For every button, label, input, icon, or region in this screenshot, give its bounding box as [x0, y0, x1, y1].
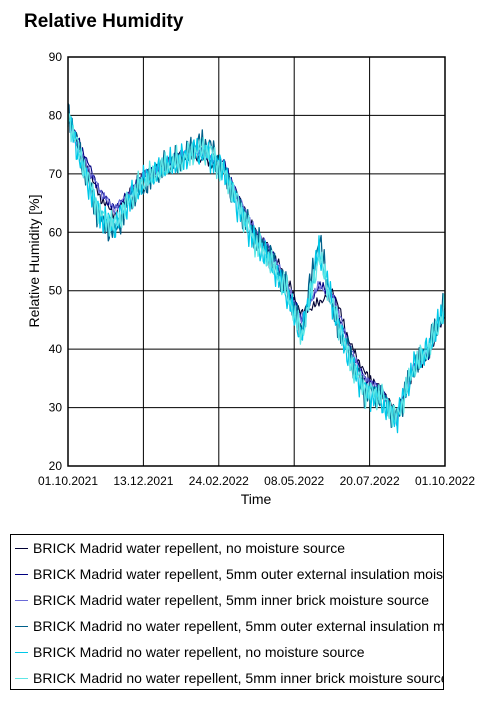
y-tick-label: 90	[49, 50, 63, 64]
legend-swatch	[15, 626, 28, 627]
legend: BRICK Madrid water repellent, no moistur…	[10, 534, 444, 690]
series-line-1	[67, 120, 446, 419]
series-line-5	[67, 116, 446, 434]
series-line-3	[67, 122, 446, 426]
chart-title: Relative Humidity	[24, 11, 184, 32]
y-tick-label: 50	[49, 284, 63, 298]
x-axis-label: Time	[241, 491, 272, 507]
x-tick-label: 08.05.2022	[264, 474, 324, 488]
legend-label: BRICK Madrid no water repellent, 5mm inn…	[33, 670, 444, 686]
series-line-2	[67, 111, 446, 419]
x-tick-label: 13.12.2021	[113, 474, 173, 488]
legend-swatch	[15, 548, 28, 549]
y-tick-label: 60	[49, 225, 63, 239]
y-tick-label: 70	[49, 167, 63, 181]
x-tick-label: 01.10.2022	[415, 474, 475, 488]
legend-label: BRICK Madrid water repellent, 5mm outer …	[33, 566, 444, 582]
series-line-6	[67, 112, 446, 428]
legend-swatch	[15, 678, 28, 679]
x-tick-label: 01.10.2021	[38, 474, 98, 488]
series-lines	[67, 103, 446, 434]
y-tick-label: 30	[49, 401, 63, 415]
line-chart: 20 30 40 50 60 70 80 90 01.10.2021 13.12.2021 24.…	[26, 50, 475, 507]
y-tick-label: 80	[49, 108, 63, 122]
plot-frame	[67, 56, 446, 467]
legend-swatch	[15, 600, 28, 601]
legend-swatch	[15, 574, 28, 575]
x-tick-label: 20.07.2022	[340, 474, 400, 488]
legend-label: BRICK Madrid no water repellent, 5mm out…	[33, 618, 444, 634]
legend-label: BRICK Madrid water repellent, no moistur…	[33, 540, 346, 556]
legend-label: BRICK Madrid no water repellent, no mois…	[33, 644, 365, 660]
y-tick-label: 20	[49, 459, 63, 473]
y-tick-labels: 20 30 40 50 60 70 80 90	[49, 50, 63, 473]
x-tick-label: 24.02.2022	[189, 474, 249, 488]
y-tick-label: 40	[49, 342, 63, 356]
x-tick-labels: 01.10.2021 13.12.2021 24.02.2022 08.05.2022…	[38, 474, 475, 488]
legend-swatch	[15, 652, 28, 653]
series-line-4	[67, 103, 446, 429]
legend-label: BRICK Madrid water repellent, 5mm inner …	[33, 592, 430, 608]
y-axis-label: Relative Humidity [%]	[26, 194, 42, 327]
